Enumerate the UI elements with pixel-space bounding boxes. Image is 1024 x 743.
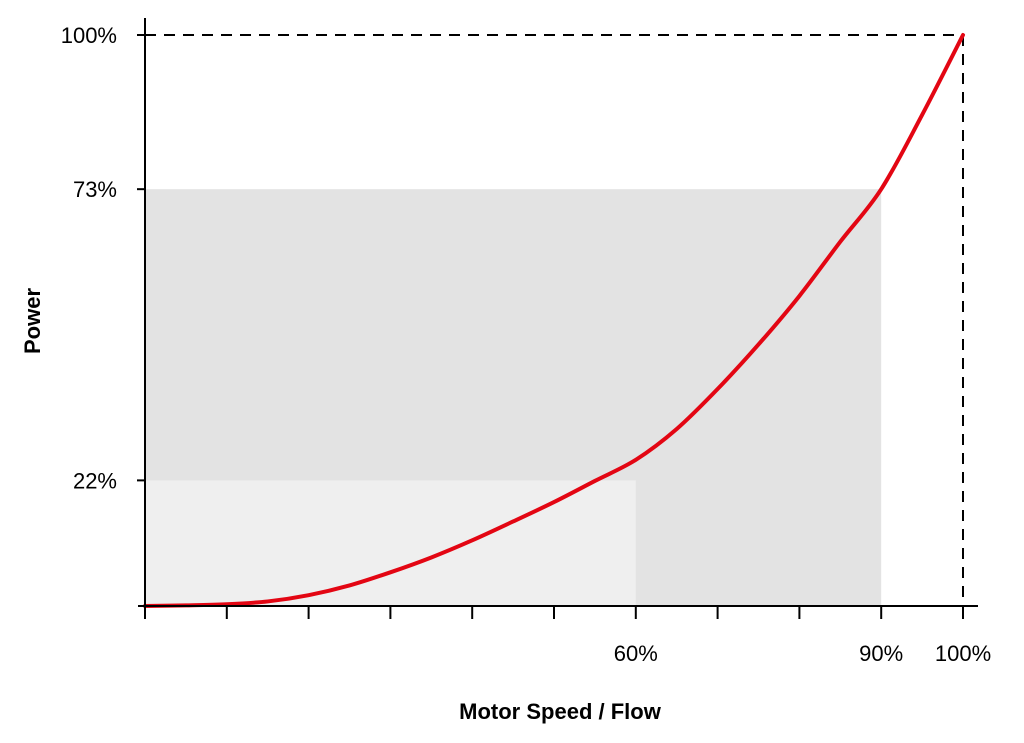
ticks: 60% 90% 100% 22% 73% 100% [61, 23, 991, 666]
shaded-regions [145, 189, 882, 607]
y-tick-label: 73% [73, 177, 117, 202]
x-tick-label: 90% [859, 641, 903, 666]
x-axis-title: Motor Speed / Flow [459, 699, 662, 724]
y-tick-label: 100% [61, 23, 117, 48]
y-tick-label: 22% [73, 468, 117, 493]
series-line-0 [143, 33, 965, 608]
axes [138, 18, 978, 618]
x-tick-label: 60% [614, 641, 658, 666]
y-axis-title: Power [20, 288, 45, 354]
series-layer [143, 33, 965, 608]
reference-lines [145, 34, 964, 606]
x-tick-label: 100% [935, 641, 991, 666]
